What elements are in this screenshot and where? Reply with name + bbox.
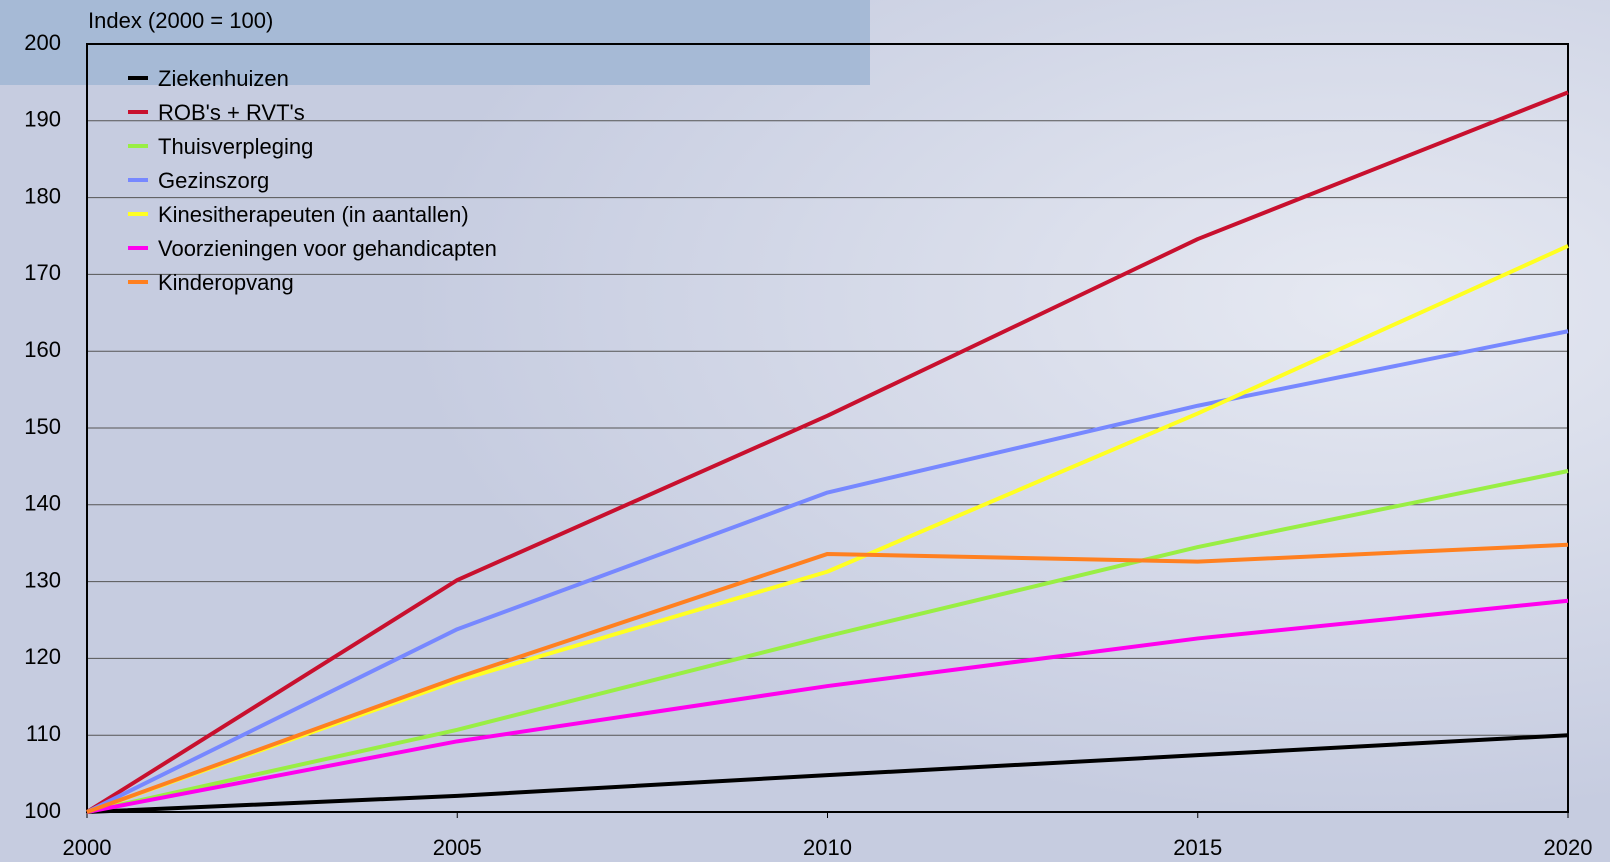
legend-label: ROB's + RVT's xyxy=(158,100,305,125)
legend-label: Voorzieningen voor gehandicapten xyxy=(158,236,497,261)
y-tick-label: 100 xyxy=(24,798,61,823)
x-tick-label: 2000 xyxy=(63,835,112,860)
legend-label: Ziekenhuizen xyxy=(158,66,289,91)
legend-label: Gezinszorg xyxy=(158,168,269,193)
y-axis-title: Index (2000 = 100) xyxy=(88,8,273,33)
legend-label: Kinesitherapeuten (in aantallen) xyxy=(158,202,469,227)
plot-frame xyxy=(86,43,1569,813)
series-line xyxy=(85,90,1569,814)
header-band xyxy=(0,0,870,85)
series-line xyxy=(86,598,1569,814)
x-tick-label: 2010 xyxy=(803,835,852,860)
y-tick-label: 190 xyxy=(24,107,61,132)
y-tick-label: 200 xyxy=(24,30,61,55)
y-tick-label: 170 xyxy=(24,260,61,285)
x-tick-label: 2005 xyxy=(433,835,482,860)
y-tick-label: 140 xyxy=(24,491,61,516)
y-tick-label: 120 xyxy=(24,644,61,669)
y-tick-label: 110 xyxy=(26,721,61,746)
series-line xyxy=(86,733,1569,814)
series-line xyxy=(86,469,1569,814)
y-tick-label: 180 xyxy=(24,183,61,208)
y-tick-label: 130 xyxy=(24,567,61,592)
series-line xyxy=(86,542,1569,814)
x-tick-label: 2020 xyxy=(1544,835,1593,860)
series-line xyxy=(86,329,1569,814)
x-tick-label: 2015 xyxy=(1173,835,1222,860)
y-tick-label: 160 xyxy=(24,337,61,362)
legend-label: Thuisverpleging xyxy=(158,134,313,159)
y-tick-label: 150 xyxy=(24,414,61,439)
legend-label: Kinderopvang xyxy=(158,270,294,295)
